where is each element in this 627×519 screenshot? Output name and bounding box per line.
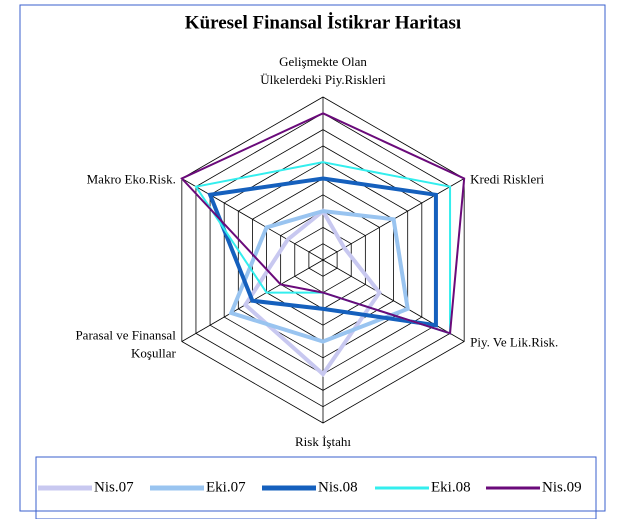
legend-label: Eki.07 xyxy=(206,479,246,495)
spoke xyxy=(322,259,465,342)
series-line xyxy=(180,112,466,335)
legend-label: Nis.07 xyxy=(94,479,134,495)
legend-label: Eki.08 xyxy=(431,479,471,495)
spoke xyxy=(181,178,324,261)
axis-label: Ülkelerdeki Piy.Riskleri xyxy=(260,72,386,87)
legend-label: Nis.08 xyxy=(318,479,358,495)
axis-label: Parasal ve Finansal xyxy=(75,327,176,342)
axis-label: Gelişmekte Olan xyxy=(279,54,367,69)
legend-box xyxy=(35,456,597,519)
chart-border xyxy=(19,4,606,512)
series-line xyxy=(207,176,438,328)
axis-label: Koşullar xyxy=(131,345,176,360)
legend-label: Nis.09 xyxy=(542,479,582,495)
chart-title: Küresel Finansal İstikrar Haritası xyxy=(185,12,461,33)
axis-label: Kredi Riskleri xyxy=(470,171,544,186)
axis-label: Piy. Ve Lik.Risk. xyxy=(470,334,558,349)
axis-label: Makro Eko.Risk. xyxy=(87,171,176,186)
axis-label: Risk İştahı xyxy=(295,434,351,449)
series-line xyxy=(228,209,410,344)
series-line xyxy=(242,208,382,378)
